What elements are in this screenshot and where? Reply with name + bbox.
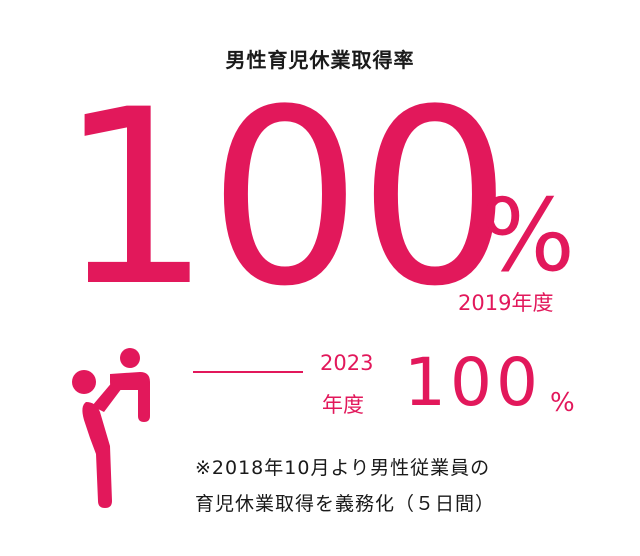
secondary-year: 2023 — [320, 351, 374, 375]
secondary-rate-value: 100 — [404, 344, 542, 421]
footnote-line-2: 育児休業取得を義務化（５日間） — [195, 493, 496, 515]
main-rate-unit: % — [480, 177, 576, 294]
main-rate-value: 100 — [58, 58, 512, 340]
page-title: 男性育児休業取得率 — [225, 48, 415, 72]
footnote-line-1: ※2018年10月より男性従業員の — [195, 457, 491, 479]
secondary-year-suffix: 年度 — [322, 393, 364, 417]
parent-lifting-child-icon — [70, 346, 170, 516]
main-rate-year: 2019年度 — [458, 291, 554, 315]
connector-line — [193, 371, 303, 373]
footnote: ※2018年10月より男性従業員の 育児休業取得を義務化（５日間） — [195, 450, 495, 522]
secondary-rate-unit: % — [550, 388, 575, 418]
